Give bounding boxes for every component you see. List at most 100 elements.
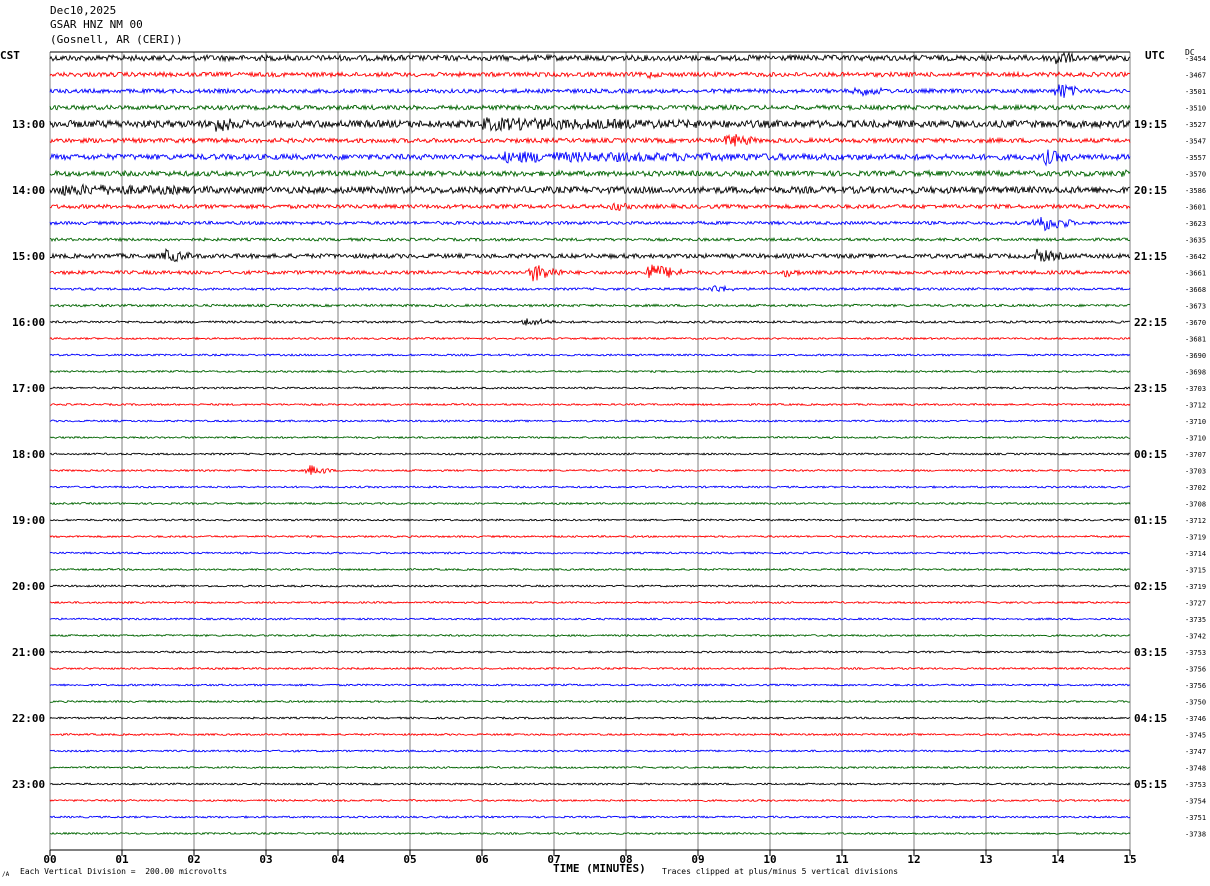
dc-offset-label-26: -3702 [1185,484,1206,492]
dc-offset-label-40: -3746 [1185,715,1206,723]
dc-offset-label-30: -3714 [1185,550,1206,558]
right-hour-label: 04:15 [1134,712,1167,725]
trace-row-7 [49,169,1131,178]
dc-offset-label-11: -3635 [1185,237,1206,245]
trace-row-29 [49,534,1131,539]
trace-row-39 [49,699,1131,704]
trace-row-37 [49,666,1131,671]
dc-offset-label-1: -3467 [1185,72,1206,80]
right-hour-label: 00:15 [1134,448,1167,461]
trace-row-5 [49,133,1131,147]
trace-row-21 [49,402,1131,407]
x-tick-label-9: 09 [691,853,704,866]
trace-row-3 [49,103,1131,112]
trace-row-10 [49,216,1131,232]
dc-offset-label-9: -3601 [1185,204,1206,212]
dc-offset-label-31: -3715 [1185,567,1206,575]
dc-offset-label-14: -3668 [1185,286,1206,294]
left-hour-label: 23:00 [12,778,45,791]
dc-offset-label-20: -3703 [1185,385,1206,393]
trace-row-4 [49,117,1131,132]
dc-offset-label-37: -3756 [1185,666,1206,674]
trace-row-28 [50,518,1131,522]
dc-offset-label-33: -3727 [1185,600,1206,608]
trace-row-47 [49,831,1131,836]
x-tick-label-0: 00 [43,853,56,866]
left-hour-label: 21:00 [12,646,45,659]
x-tick-label-8: 08 [619,853,632,866]
dc-offset-label-24: -3707 [1185,451,1206,459]
trace-row-44 [49,782,1131,786]
trace-row-41 [49,732,1131,737]
trace-row-13 [49,264,1131,282]
x-tick-label-14: 14 [1051,853,1065,866]
trace-row-12 [50,247,1131,263]
trace-row-31 [49,567,1130,572]
left-hour-label: 22:00 [12,712,45,725]
trace-row-16 [49,317,1131,326]
x-tick-label-11: 11 [835,853,849,866]
right-hour-label: 19:15 [1134,118,1167,131]
dc-offset-label-45: -3754 [1185,798,1206,806]
header-station: GSAR HNZ NM 00 [50,18,143,31]
trace-row-17 [49,336,1131,341]
trace-row-43 [49,765,1131,770]
trace-row-30 [49,551,1130,555]
x-tick-label-13: 13 [979,853,992,866]
timezone-right-label: UTC [1145,49,1165,62]
dc-offset-label-0: -3454 [1185,55,1206,63]
dc-offset-label-15: -3673 [1185,303,1206,311]
dc-offset-label-8: -3586 [1185,187,1206,195]
dc-offset-label-44: -3753 [1185,781,1206,789]
left-hour-label: 16:00 [12,316,45,329]
left-hour-label: 15:00 [12,250,45,263]
dc-offset-label-36: -3753 [1185,649,1206,657]
left-hour-label: 18:00 [12,448,45,461]
trace-row-18 [49,353,1131,357]
trace-row-19 [49,369,1131,374]
dc-offset-label-46: -3751 [1185,814,1206,822]
trace-row-33 [49,600,1131,605]
trace-row-2 [49,83,1131,98]
x-tick-label-5: 05 [403,853,416,866]
trace-row-8 [49,183,1130,196]
dc-offset-label-16: -3670 [1185,319,1206,327]
x-tick-label-10: 10 [763,853,776,866]
trace-row-9 [49,202,1131,211]
dc-offset-label-32: -3719 [1185,583,1206,591]
dc-offset-label-39: -3750 [1185,699,1206,707]
trace-row-24 [49,452,1131,456]
dc-offset-label-22: -3710 [1185,418,1206,426]
dc-offset-label-34: -3735 [1185,616,1206,624]
dc-offset-label-3: -3510 [1185,105,1206,113]
header-location: (Gosnell, AR (CERI)) [50,33,183,46]
right-hour-label: 01:15 [1134,514,1167,527]
dc-offset-label-10: -3623 [1185,220,1206,228]
dc-offset-label-29: -3719 [1185,534,1206,542]
trace-row-42 [49,749,1130,753]
dc-offset-label-38: -3756 [1185,682,1206,690]
x-tick-label-12: 12 [907,853,920,866]
trace-row-40 [49,716,1131,720]
dc-offset-label-41: -3745 [1185,732,1206,740]
dc-offset-label-43: -3748 [1185,765,1206,773]
trace-row-38 [49,683,1131,687]
dc-offset-label-17: -3681 [1185,336,1206,344]
left-hour-label: 14:00 [12,184,45,197]
footer-corner-mark: /A [2,871,10,878]
x-axis-label: TIME (MINUTES) [553,862,646,875]
trace-row-15 [49,303,1131,308]
x-tick-label-15: 15 [1123,853,1136,866]
right-hour-label: 23:15 [1134,382,1167,395]
dc-offset-label-5: -3547 [1185,138,1206,146]
dc-offset-label-18: -3690 [1185,352,1206,360]
dc-offset-label-42: -3747 [1185,748,1206,756]
right-hour-label: 22:15 [1134,316,1167,329]
dc-offset-label-23: -3710 [1185,435,1206,443]
trace-row-25 [49,465,1131,475]
trace-row-11 [49,236,1131,243]
timezone-left-label: CST [0,49,20,62]
dc-offset-label-7: -3570 [1185,171,1206,179]
right-hour-label: 05:15 [1134,778,1167,791]
